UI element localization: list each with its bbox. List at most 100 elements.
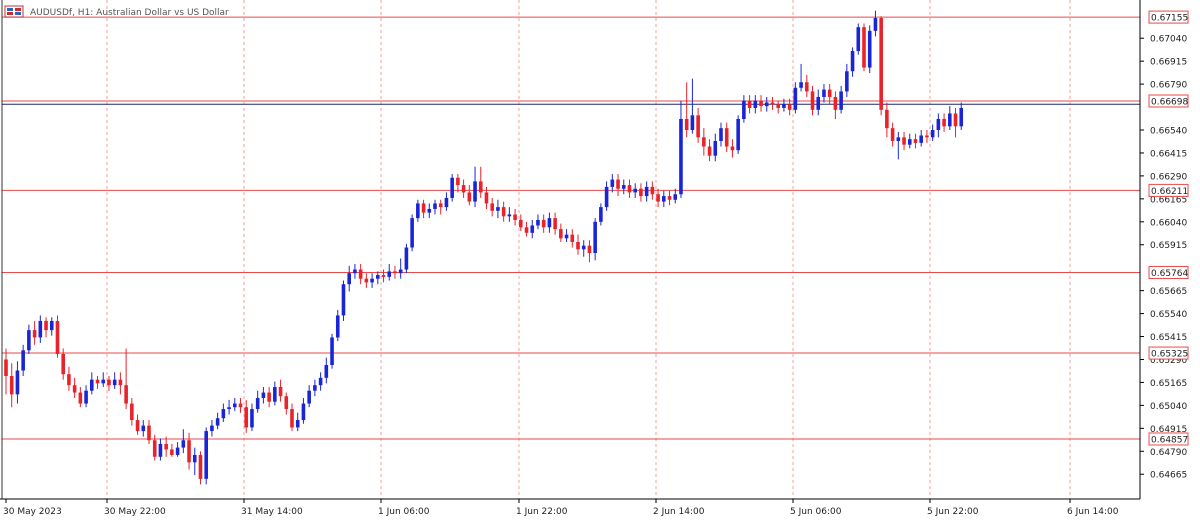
- candle-body: [370, 278, 374, 283]
- candle-body: [833, 96, 838, 110]
- candle-body: [101, 379, 106, 384]
- candle-body: [438, 203, 443, 208]
- candle-body: [747, 100, 752, 108]
- candle-body: [530, 225, 535, 233]
- candle-body: [318, 377, 323, 386]
- candle-body: [559, 229, 563, 239]
- candle-body: [284, 396, 289, 410]
- candle-body: [124, 385, 128, 404]
- chart-title: AUDUSDf, H1: Australian Dollar vs US Dol…: [30, 8, 229, 18]
- candle-body: [702, 137, 706, 147]
- candle-body: [524, 227, 529, 233]
- candle-body: [250, 409, 254, 428]
- candle-body: [416, 203, 420, 219]
- level-price-label: 0.64857: [1151, 435, 1188, 445]
- candle-body: [38, 320, 43, 338]
- candle-body: [170, 449, 174, 455]
- candle-body: [724, 128, 729, 147]
- candle-body: [845, 71, 849, 92]
- candle-body: [890, 128, 895, 142]
- candle-body: [902, 137, 906, 145]
- candle-body: [147, 425, 151, 441]
- y-tick-label: 0.65165: [1150, 379, 1187, 389]
- candle-body: [753, 100, 758, 108]
- candle-body: [307, 390, 311, 404]
- candle-body: [656, 194, 660, 202]
- candle-body: [67, 374, 71, 386]
- x-tick-label: 5 Jun 06:00: [790, 507, 842, 517]
- candle-body: [164, 443, 168, 450]
- candle-body: [107, 379, 111, 386]
- candle-body: [84, 390, 88, 404]
- candle-body: [404, 247, 409, 270]
- candle-body: [15, 370, 20, 395]
- y-tick-label: 0.66165: [1150, 195, 1187, 205]
- candle-body: [473, 181, 477, 202]
- candle-body: [387, 271, 392, 277]
- level-price-tag[interactable]: [1148, 346, 1189, 360]
- candle-body: [210, 425, 214, 432]
- candle-body: [873, 18, 878, 31]
- candle-body: [381, 275, 386, 277]
- candle-body: [879, 18, 883, 110]
- level-price-tag[interactable]: [1148, 265, 1189, 279]
- x-tick-label: 1 Jun 06:00: [378, 507, 430, 517]
- candle-body: [215, 418, 220, 426]
- candle-body: [301, 403, 306, 421]
- y-tick-label: 0.65290: [1150, 356, 1187, 366]
- candle-body: [827, 89, 832, 97]
- candle-body: [456, 177, 460, 186]
- candle-body: [839, 91, 843, 110]
- candle-body: [816, 96, 821, 110]
- candle-body: [547, 218, 552, 228]
- candle-body: [32, 330, 37, 338]
- level-price-tag[interactable]: [1148, 183, 1189, 197]
- candle-body: [278, 387, 283, 397]
- candle-body: [793, 87, 798, 110]
- candle-body: [707, 146, 712, 156]
- candle-body: [44, 320, 48, 331]
- candle-body: [490, 203, 494, 211]
- candle-body: [930, 129, 935, 138]
- candle-body: [856, 27, 861, 52]
- x-tick-label: 30 May 2023: [3, 507, 62, 517]
- candle-body: [610, 179, 615, 187]
- level-price-tag[interactable]: [1148, 94, 1189, 108]
- candle-body: [27, 330, 31, 351]
- candle-body: [358, 269, 363, 279]
- candle-body: [353, 269, 357, 274]
- candle-body: [507, 214, 512, 217]
- candle-body: [673, 194, 678, 200]
- x-tick-label: 2 Jun 14:00: [653, 507, 705, 517]
- candle-body: [410, 218, 414, 248]
- candle-body: [227, 407, 231, 410]
- candle-body: [805, 82, 809, 92]
- candle-body: [427, 208, 432, 213]
- candle-body: [684, 118, 689, 130]
- y-tick-label: 0.66290: [1150, 172, 1187, 182]
- candle-body: [198, 454, 203, 479]
- candle-body: [862, 27, 866, 68]
- y-tick-label: 0.67040: [1150, 35, 1187, 45]
- candle-body: [181, 440, 186, 448]
- candle-body: [61, 353, 65, 375]
- candle-body: [810, 91, 815, 110]
- candle-body: [295, 420, 300, 428]
- level-price-tag[interactable]: [1148, 10, 1189, 24]
- candle-body: [90, 379, 94, 391]
- y-tick-label: 0.66790: [1150, 81, 1187, 91]
- candle-body: [152, 440, 157, 457]
- candle-body: [313, 385, 317, 391]
- candle-body: [730, 146, 735, 151]
- candle-body: [444, 197, 449, 208]
- level-price-tag[interactable]: [1148, 432, 1189, 446]
- candle-body: [204, 431, 208, 479]
- horizontal-levels[interactable]: [2, 16, 1140, 440]
- y-tick-label: 0.64790: [1150, 448, 1187, 458]
- x-tick-label: 31 May 14:00: [241, 507, 303, 517]
- candle-body: [4, 359, 8, 377]
- candle-body: [822, 89, 826, 97]
- candle-body: [616, 179, 620, 189]
